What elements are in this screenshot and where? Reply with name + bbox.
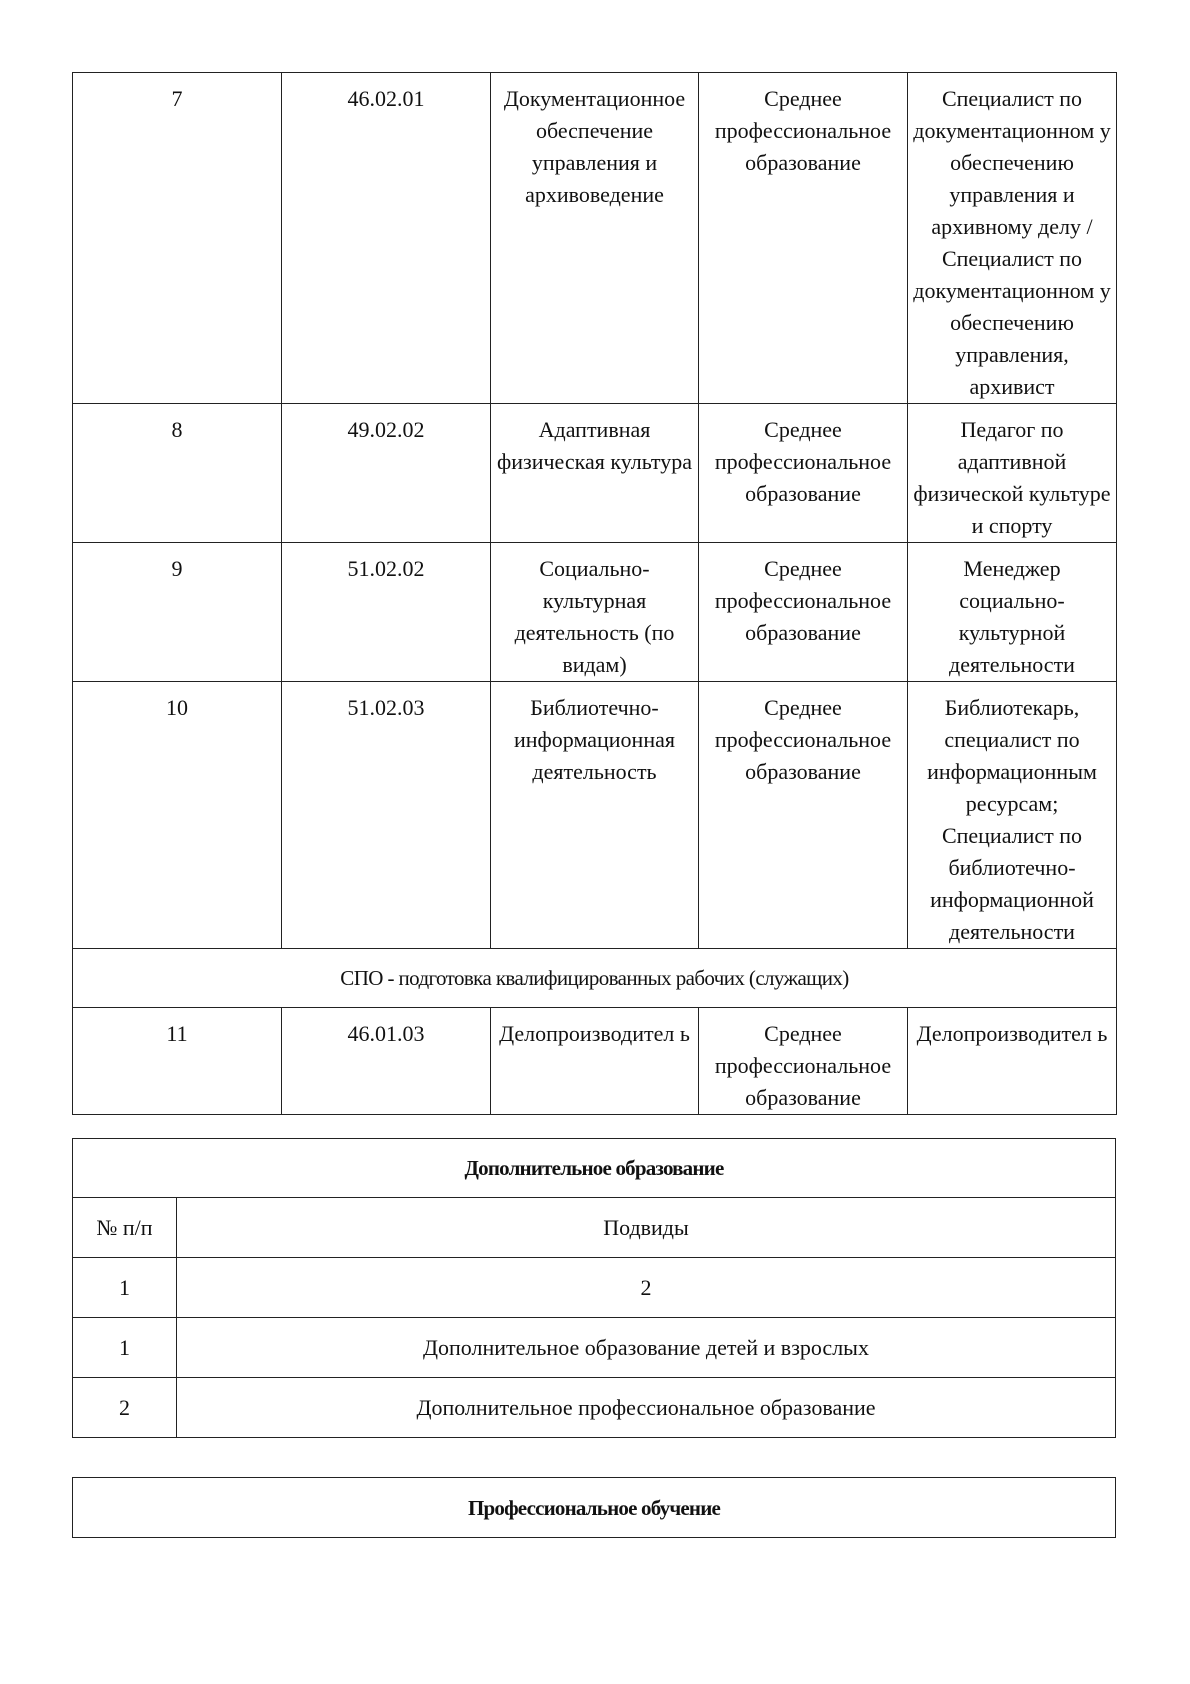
subtype: Дополнительное профессиональное образова… bbox=[176, 1377, 1116, 1438]
row-number: 1 bbox=[72, 1317, 177, 1378]
professional-training-table: Профессиональное обучение bbox=[72, 1477, 1116, 1538]
row-number: 9 bbox=[72, 542, 282, 682]
education-level: Среднее профессиональное образование bbox=[698, 1007, 908, 1115]
qualification: Менеджер социально-культурной деятельнос… bbox=[907, 542, 1117, 682]
program-code: 51.02.02 bbox=[281, 542, 491, 682]
row-number: 2 bbox=[72, 1377, 177, 1438]
table-title: Профессиональное обучение bbox=[72, 1477, 1116, 1538]
program-name: Адаптивная физическая культура bbox=[490, 403, 699, 543]
table-row: 2 Дополнительное профессиональное образо… bbox=[72, 1377, 1116, 1438]
table-title: Дополнительное образование bbox=[72, 1138, 1116, 1198]
additional-education-table: Дополнительное образование № п/п Подвиды… bbox=[72, 1138, 1116, 1438]
qualification: Специалист по документационном у обеспеч… bbox=[907, 72, 1117, 404]
subtype: 2 bbox=[176, 1257, 1116, 1318]
row-number: 1 bbox=[72, 1257, 177, 1318]
education-level: Среднее профессиональное образование bbox=[698, 403, 908, 543]
program-code: 49.02.02 bbox=[281, 403, 491, 543]
program-code: 46.01.03 bbox=[281, 1007, 491, 1115]
section-header-row: СПО - подготовка квалифицированных рабоч… bbox=[72, 948, 1117, 1008]
education-level: Среднее профессиональное образование bbox=[698, 681, 908, 949]
table-row: 11 46.01.03 Делопроизводител ь Среднее п… bbox=[72, 1007, 1117, 1115]
row-number: 10 bbox=[72, 681, 282, 949]
qualification: Библиотекарь, специалист по информационн… bbox=[907, 681, 1117, 949]
program-name: Документационное обеспечение управления … bbox=[490, 72, 699, 404]
education-level: Среднее профессиональное образование bbox=[698, 542, 908, 682]
table-row: 1 2 bbox=[72, 1257, 1116, 1318]
program-name: Делопроизводител ь bbox=[490, 1007, 699, 1115]
program-name: Социально-культурная деятельность (по ви… bbox=[490, 542, 699, 682]
row-number: 8 bbox=[72, 403, 282, 543]
table-row: 1 Дополнительное образование детей и взр… bbox=[72, 1317, 1116, 1378]
column-header-subtypes: Подвиды bbox=[176, 1197, 1116, 1258]
table-row: 9 51.02.02 Социально-культурная деятельн… bbox=[72, 542, 1117, 682]
header-row: № п/п Подвиды bbox=[72, 1197, 1116, 1258]
table-row: 10 51.02.03 Библиотечно-информационная д… bbox=[72, 681, 1117, 949]
program-name: Библиотечно-информационная деятельность bbox=[490, 681, 699, 949]
table-row: 7 46.02.01 Документационное обеспечение … bbox=[72, 72, 1117, 404]
column-header-number: № п/п bbox=[72, 1197, 177, 1258]
subtype: Дополнительное образование детей и взрос… bbox=[176, 1317, 1116, 1378]
qualification: Делопроизводител ь bbox=[907, 1007, 1117, 1115]
table-row: 8 49.02.02 Адаптивная физическая культур… bbox=[72, 403, 1117, 543]
education-level: Среднее профессиональное образование bbox=[698, 72, 908, 404]
programs-table: 7 46.02.01 Документационное обеспечение … bbox=[72, 72, 1117, 1115]
row-number: 7 bbox=[72, 72, 282, 404]
program-code: 51.02.03 bbox=[281, 681, 491, 949]
qualification: Педагог по адаптивной физической культур… bbox=[907, 403, 1117, 543]
section-title: СПО - подготовка квалифицированных рабоч… bbox=[72, 948, 1117, 1008]
program-code: 46.02.01 bbox=[281, 72, 491, 404]
row-number: 11 bbox=[72, 1007, 282, 1115]
